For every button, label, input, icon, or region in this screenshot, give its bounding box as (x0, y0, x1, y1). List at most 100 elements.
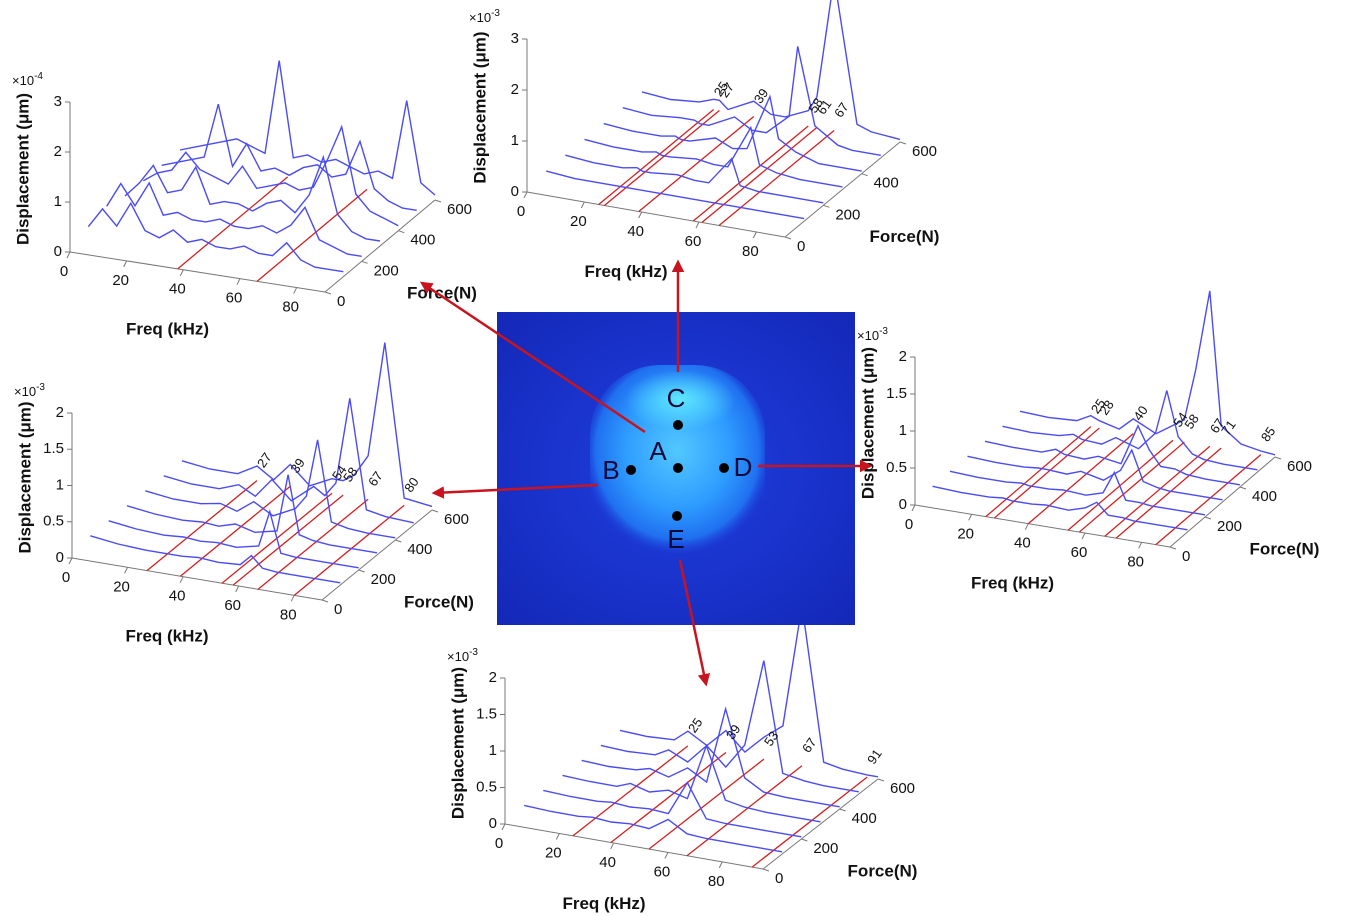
mode-line (1105, 446, 1210, 536)
y-tick (432, 510, 438, 512)
spectrum-line (107, 183, 362, 256)
z-tick-label: 2 (899, 348, 907, 365)
y-tick (398, 231, 404, 233)
x-tick (719, 862, 722, 868)
z-tick-label: 0.5 (43, 513, 64, 530)
x-tick (291, 595, 294, 601)
x-tick (753, 232, 756, 238)
mode-line (1079, 442, 1184, 532)
y-tick-label: 600 (447, 201, 472, 218)
y-axis-title: Force(N) (870, 227, 940, 246)
x-tick-label: 20 (570, 213, 587, 230)
point-label: A (649, 436, 667, 466)
x-tick-label: 60 (224, 597, 241, 614)
z-tick-label: 2 (489, 669, 497, 686)
point-label: D (734, 452, 753, 482)
x-tick-label: 20 (957, 525, 974, 542)
z-axis-title: Displacement (μm) (858, 347, 877, 499)
spectrum-line (524, 805, 782, 851)
x-tick-label: 0 (62, 569, 70, 586)
x-tick (1025, 524, 1028, 530)
z-tick-label: 0 (54, 243, 62, 260)
z-tick-label: 0 (56, 549, 64, 566)
point-dot (672, 511, 682, 521)
z-exponent: ×10-3 (447, 647, 478, 665)
y-tick-label: 400 (410, 232, 435, 249)
z-tick-label: 1.5 (476, 705, 497, 722)
mode-line (233, 495, 343, 585)
x-tick-label: 80 (742, 243, 759, 260)
x-tick (237, 279, 240, 285)
x-tick-label: 80 (1127, 553, 1144, 570)
z-exponent-base: ×10 (14, 384, 36, 399)
y-tick-label: 0 (797, 238, 805, 255)
y-tick-label: 600 (444, 511, 469, 528)
y-tick-label: 400 (1252, 488, 1277, 505)
spectrum-line (933, 486, 1188, 530)
y-tick (362, 261, 368, 263)
z-axis-title: Displacement (μm) (470, 31, 489, 183)
x-tick-label: 60 (226, 290, 243, 307)
mode-label: 67 (831, 100, 852, 120)
z-exponent-base: ×10 (447, 649, 469, 664)
y-tick-label: 200 (371, 571, 396, 588)
x-tick-label: 80 (280, 606, 297, 623)
y-tick-label: 400 (852, 810, 877, 827)
x-axis-title: Freq (kHz) (584, 262, 667, 281)
y-tick-label: 200 (1217, 518, 1242, 535)
x-tick-label: 0 (905, 516, 913, 533)
waterfall-chart: 01230204060800200400600Freq (kHz)Force(N… (12, 61, 477, 339)
x-tick-label: 40 (169, 281, 186, 298)
mode-label: 39 (723, 722, 744, 742)
x-tick-label: 0 (60, 263, 68, 280)
x-tick (969, 514, 972, 520)
z-tick-label: 1.5 (43, 440, 64, 457)
z-exponent-base: ×10 (12, 73, 34, 88)
z-axis-title: Displacement (μm) (15, 401, 34, 553)
z-exponent: ×10-3 (469, 8, 500, 26)
x-axis (527, 192, 785, 237)
x-axis-title: Freq (kHz) (126, 319, 209, 338)
displacement-map: A B C D E (422, 262, 870, 684)
waterfall-chart: 00.511.5202040608002004006002539536791Fr… (447, 605, 917, 913)
z-tick-label: 0 (511, 183, 519, 200)
y-tick-label: 600 (890, 780, 915, 797)
x-tick-label: 40 (627, 223, 644, 240)
z-tick-label: 2 (56, 404, 64, 421)
x-tick-label: 20 (545, 844, 562, 861)
spectrum-line (563, 746, 821, 822)
z-exponent-power: -3 (879, 326, 888, 337)
x-tick (125, 567, 128, 573)
z-tick-label: 0 (899, 496, 907, 513)
x-tick (294, 288, 297, 294)
mode-label: 67 (365, 469, 386, 489)
x-axis (72, 558, 322, 600)
x-tick (581, 202, 584, 208)
spectrum-line (182, 343, 432, 507)
z-exponent: ×10-3 (14, 382, 45, 400)
mode-label: 40 (1130, 403, 1151, 423)
y-tick (763, 869, 769, 871)
z-tick-label: 1 (489, 742, 497, 759)
point-label: E (667, 524, 684, 554)
point-dot (673, 463, 683, 473)
x-tick-label: 20 (112, 272, 129, 289)
waterfall-chart: 00.511.520204060800200400600273954586780… (14, 343, 474, 646)
mode-line (611, 752, 726, 842)
z-tick-label: 2 (511, 81, 519, 98)
point-dot (626, 465, 636, 475)
z-axis-title: Displacement (μm) (448, 667, 467, 819)
mode-label: 39 (287, 455, 308, 475)
x-tick (639, 212, 642, 218)
x-tick (180, 270, 183, 276)
z-axis-title: Displacement (μm) (13, 93, 32, 245)
mode-line (986, 427, 1091, 517)
y-tick-label: 600 (1287, 458, 1312, 475)
point-dot (719, 463, 729, 473)
mode-line (639, 117, 754, 212)
z-exponent-base: ×10 (857, 328, 879, 343)
y-tick (322, 600, 328, 602)
z-exponent: ×10-3 (857, 326, 888, 344)
z-tick-label: 2 (54, 143, 62, 160)
x-tick (696, 222, 699, 228)
